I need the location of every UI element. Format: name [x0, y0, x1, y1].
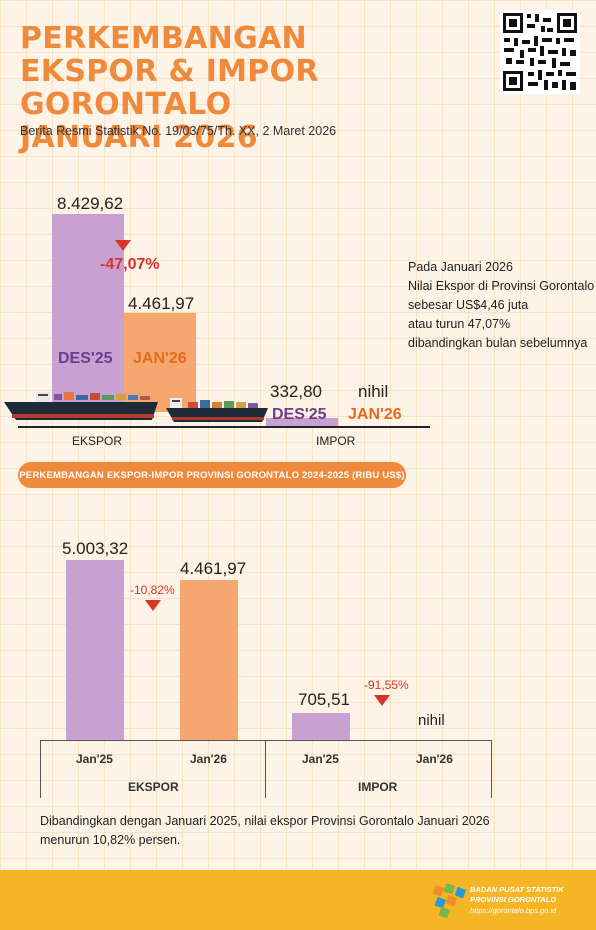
tick-impor-jan25: Jan'25 — [302, 752, 339, 766]
ekspor-yoy-decline-icon — [145, 600, 161, 611]
note-line-1: Pada Januari 2026 — [408, 260, 513, 274]
cargo-ship-small-icon — [166, 398, 268, 422]
impor-jan26-value: nihil — [358, 382, 389, 401]
impor-jan26-yoy-value: nihil — [418, 712, 445, 729]
qr-code-icon[interactable] — [500, 10, 580, 94]
tick-ekspor-jan26: Jan'26 — [190, 752, 227, 766]
top-category-ekspor: EKSPOR — [72, 434, 123, 448]
cargo-ship-large-icon — [4, 392, 158, 420]
impor-des25-value: 332,80 — [270, 382, 322, 401]
decline-arrow-icon — [115, 240, 131, 251]
ekspor-change-pct: -47,07% — [100, 256, 160, 273]
impor-yoy-decline-icon — [374, 695, 390, 706]
ekspor-des25-label: DES'25 — [58, 350, 113, 367]
impor-des25-label: DES'25 — [272, 406, 327, 423]
ekspor-jan26-label: JAN'26 — [133, 350, 187, 367]
bottom-axis-sep-right — [491, 740, 492, 798]
footer-summary: Dibandingkan dengan Januari 2025, nilai … — [40, 814, 490, 847]
title-line-2: EKSPOR & IMPOR GORONTALO — [20, 54, 319, 122]
bar-impor-jan25 — [292, 713, 350, 740]
group-impor: IMPOR — [358, 780, 398, 794]
org-url[interactable]: https://gorontalo.bps.go.id — [470, 906, 557, 915]
org-line-2: PROVINSI GORONTALO — [470, 895, 557, 904]
title-line-1: PERKEMBANGAN — [20, 21, 307, 56]
org-line-1: BADAN PUSAT STATISTIK — [470, 885, 564, 894]
subtitle: Berita Resmi Statistik No. 19/03/75/Th. … — [20, 124, 337, 138]
section-banner: PERKEMBANGAN EKSPOR-IMPOR PROVINSI GORON… — [18, 462, 406, 488]
impor-jan25-value: 705,51 — [298, 690, 350, 709]
impor-jan26-label: JAN'26 — [348, 406, 402, 423]
page-title: PERKEMBANGAN EKSPOR & IMPOR GORONTALO JA… — [20, 22, 500, 154]
bottom-axis-line — [40, 740, 492, 741]
bar-ekspor-jan26-yoy — [180, 580, 238, 740]
top-axis-line — [18, 426, 430, 428]
note-line-2: Nilai Ekspor di Provinsi Gorontalo — [408, 279, 595, 293]
bar-impor-des25 — [266, 418, 338, 426]
summary-note: Pada Januari 2026 Nilai Ekspor di Provin… — [408, 258, 595, 353]
top-category-impor: IMPOR — [316, 434, 356, 448]
footer-band: BADAN PUSAT STATISTIK PROVINSI GORONTALO… — [0, 870, 596, 930]
bar-ekspor-des25 — [52, 214, 124, 412]
bottom-axis-sep-left — [40, 740, 41, 798]
ekspor-des25-value: 8.429,62 — [57, 194, 124, 213]
note-line-4: atau turun 47,07% — [408, 317, 511, 331]
title-line-3: JANUARI 2026 — [20, 120, 258, 155]
ekspor-jan26-yoy-value: 4.461,97 — [180, 559, 247, 578]
ekspor-jan26-value: 4.461,97 — [128, 294, 195, 313]
note-line-5: dibandingkan bulan sebelumnya — [408, 336, 588, 350]
group-ekspor: EKSPOR — [128, 780, 179, 794]
ekspor-yoy-change: -10,82% — [130, 583, 175, 597]
bar-ekspor-jan25 — [66, 560, 124, 740]
ekspor-jan25-value: 5.003,32 — [62, 539, 129, 558]
bps-logo-icon[interactable] — [432, 884, 466, 918]
tick-ekspor-jan25: Jan'25 — [76, 752, 113, 766]
tick-impor-jan26: Jan'26 — [416, 752, 453, 766]
bottom-axis-sep-mid — [265, 740, 266, 798]
note-line-3: sebesar US$4,46 juta — [408, 298, 529, 312]
impor-yoy-change: -91,55% — [364, 678, 409, 692]
